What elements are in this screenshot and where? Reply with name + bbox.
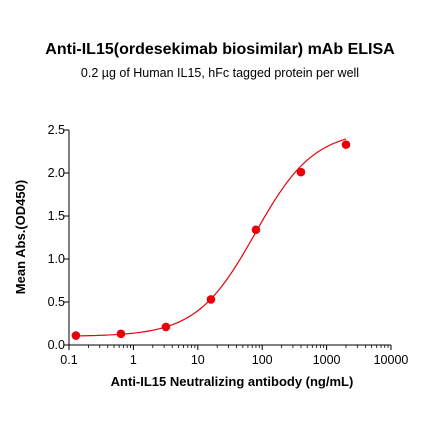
y-tick-label: 0.0 — [48, 338, 65, 352]
x-axis-ticks: 0.1 1 10 100 1000 10000 — [60, 345, 408, 367]
data-point — [341, 140, 351, 149]
y-axis-title: Mean Abs.(OD450) — [13, 180, 28, 294]
y-tick-label: 2.5 — [48, 123, 65, 137]
data-point — [206, 295, 216, 304]
data-point — [116, 329, 126, 339]
data-point — [251, 225, 261, 235]
axes — [68, 130, 391, 346]
y-tick-label: 1.0 — [48, 252, 65, 266]
data-points — [71, 140, 351, 340]
y-axis-ticks: 0.0 0.5 1.0 1.5 2.0 2.5 — [48, 123, 69, 352]
y-tick-label: 1.5 — [48, 209, 65, 223]
x-axis-title: Anti-IL15 Neutralizing antibody (ng/mL) — [111, 374, 354, 389]
x-tick-label: 10 — [191, 353, 205, 367]
y-tick-label: 2.0 — [48, 166, 65, 180]
fit-curve — [75, 138, 347, 337]
x-tick-label: 1 — [130, 353, 137, 367]
x-tick-label: 10000 — [374, 353, 409, 367]
y-tick-label: 0.5 — [48, 295, 65, 309]
data-point — [161, 322, 171, 332]
chart-subtitle: 0.2 µg of Human IL15, hFc tagged protein… — [80, 66, 360, 80]
x-tick-label: 100 — [252, 353, 273, 367]
x-tick-label: 1000 — [313, 353, 341, 367]
x-tick-label: 0.1 — [60, 353, 77, 367]
data-point — [296, 167, 306, 177]
data-point — [71, 331, 81, 340]
chart-title: Anti-IL15(ordesekimab biosimilar) mAb EL… — [45, 41, 395, 58]
